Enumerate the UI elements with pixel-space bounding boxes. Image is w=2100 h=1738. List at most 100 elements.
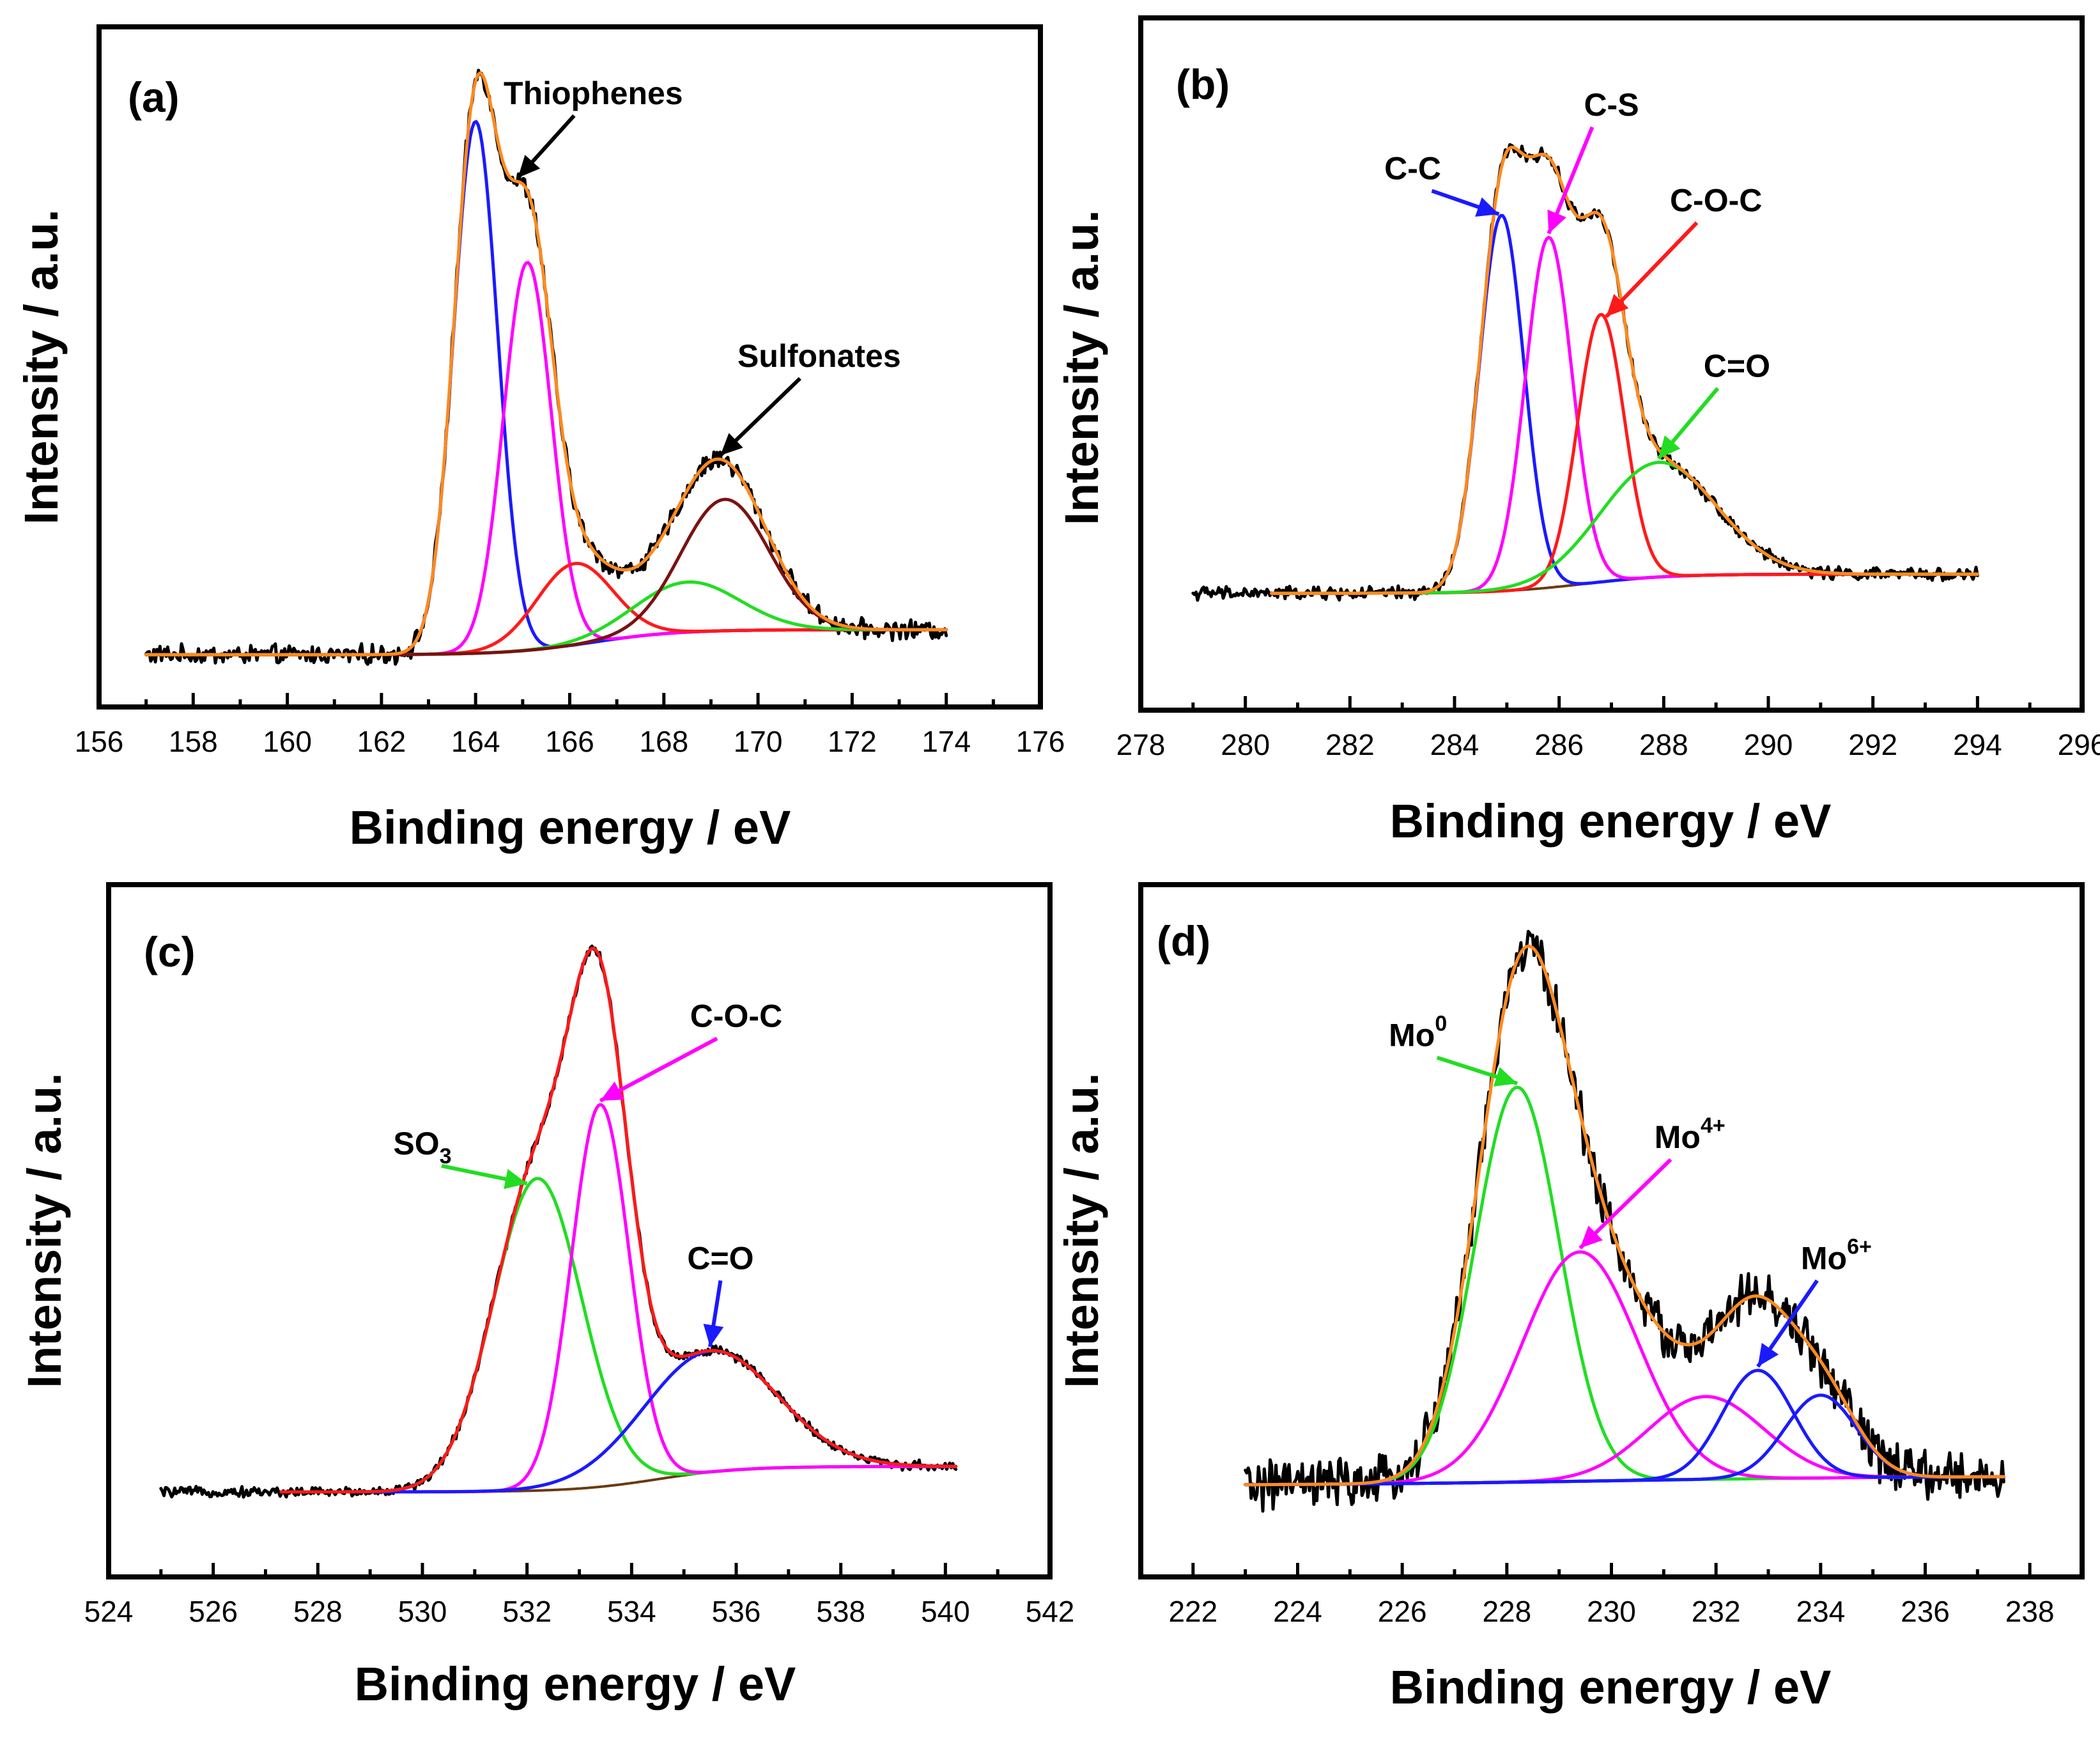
- panel-a-annotation-arrowhead: [720, 433, 743, 456]
- panel-d-x-tick-label: 228: [1482, 1595, 1531, 1628]
- panel-c-annotation-label: SO3: [393, 1126, 451, 1168]
- panel-b-x-tick-label: 294: [1953, 728, 2002, 761]
- panel-b-annotation-label: C-S: [1584, 87, 1639, 123]
- panel-a-component-component-5-line: [144, 497, 948, 656]
- panel-a-y-axis-label: Intensity / a.u.: [15, 209, 68, 524]
- panel-c-annotation-arrowhead: [600, 1082, 624, 1101]
- panel-c-annotation-arrowhead: [504, 1168, 527, 1190]
- panel-a-component-component-3-line: [144, 562, 948, 656]
- panel-d-x-axis-label: Binding energy / eV: [1390, 1661, 1832, 1714]
- panel-c-annotation-label: C=O: [687, 1240, 753, 1276]
- panel-c-x-tick-label: 536: [712, 1595, 761, 1628]
- panel-c-label: (c): [144, 928, 196, 975]
- panel-c-frame: [106, 882, 1053, 1579]
- panel-a-x-tick-label: 160: [263, 725, 312, 758]
- panel-c-component-so3-line: [279, 1177, 958, 1494]
- panel-d-x-tick-label: 238: [2005, 1595, 2055, 1628]
- panel-c-x-ticks: 524 526 528 530 532 534 536 538 540 542: [84, 1563, 1075, 1628]
- panel-d-x-tick-label: 224: [1273, 1595, 1322, 1628]
- panel-d-x-ticks: 222 224 226 228 230 232 234 236 238: [1168, 1563, 2055, 1628]
- panel-a-x-axis-label: Binding energy / eV: [350, 801, 791, 854]
- panel-a-annotation-thiophenes: Thiophenes: [504, 75, 683, 180]
- panel-b-y-axis-label: Intensity / a.u.: [1055, 210, 1108, 525]
- panel-a-x-ticks: 156 158 160 162 164 166 168 170 172 174 176: [75, 693, 1065, 758]
- panel-b-annotation-c-o: C=O: [1656, 348, 1770, 460]
- panel-c-x-tick-label: 532: [502, 1595, 552, 1628]
- panel-c-envelope-line: [279, 947, 958, 1494]
- panel-a-x-tick-label: 162: [357, 725, 406, 758]
- panel-c: (c) SO3 C-O-C C=O 524 526 528 530 532 534 536 538…: [18, 882, 1075, 1711]
- panel-a-plot: Thiophenes Sulfonates: [144, 68, 948, 666]
- panel-b-annotation-c-s: C-S: [1547, 87, 1639, 235]
- panel-d-annotation-mo4: Mo4+: [1579, 1113, 1726, 1250]
- panel-a-x-tick-label: 164: [451, 725, 500, 758]
- panel-a-annotation-arrowhead: [518, 155, 541, 178]
- panel-b-plot: C-C C-S C-O-C C=O: [1191, 87, 1979, 602]
- panel-d-annotation-arrowhead: [1493, 1067, 1518, 1087]
- panel-c-annotation-so3: SO3: [393, 1126, 528, 1190]
- panel-c-annotation-c-o: C=O: [687, 1240, 754, 1347]
- panel-b-x-tick-label: 288: [1639, 728, 1688, 761]
- panel-b-component-c-c-line: [1270, 213, 1979, 595]
- panel-b-annotation-label: C-O-C: [1670, 182, 1762, 218]
- panel-a-x-tick-label: 166: [545, 725, 594, 758]
- panel-a-envelope-line: [144, 71, 948, 656]
- panel-b: (b) C-C C-S C-O-C C=O 278 280 282 284 286 288 290…: [1055, 15, 2100, 848]
- panel-b-annotation-label: C-C: [1384, 151, 1441, 187]
- panel-a-component-component-2-line: [144, 261, 948, 656]
- panel-b-annotation-arrowhead: [1547, 209, 1566, 234]
- panel-c-annotation-c-o-c: C-O-C: [599, 998, 782, 1103]
- panel-a-x-tick-label: 176: [1016, 725, 1065, 758]
- panel-a-label: (a): [128, 74, 180, 121]
- panel-a-annotation-label: Thiophenes: [504, 75, 683, 111]
- panel-a-annotation-sulfonates: Sulfonates: [719, 338, 901, 457]
- panel-c-x-tick-label: 524: [84, 1595, 134, 1628]
- panel-d-annotation-label: Mo6+: [1801, 1234, 1872, 1276]
- panel-a-x-tick-label: 158: [169, 725, 218, 758]
- panel-c-x-tick-label: 528: [293, 1595, 343, 1628]
- panel-c-x-axis-label: Binding energy / eV: [355, 1657, 796, 1711]
- panel-a-x-tick-label: 156: [75, 725, 124, 758]
- panel-c-annotation-label: C-O-C: [690, 998, 782, 1034]
- panel-d-y-axis-label: Intensity / a.u.: [1055, 1073, 1108, 1388]
- panel-a-component-component-1-line: [144, 120, 948, 656]
- panel-b-x-tick-label: 282: [1325, 728, 1375, 761]
- panel-d-plot: Mo0 Mo4+ Mo6+: [1244, 929, 2005, 1513]
- panel-b-x-ticks: 278 280 282 284 286 288 290 292 294 296: [1116, 696, 2100, 761]
- panel-b-annotation-arrowhead: [1475, 197, 1499, 217]
- panel-d-annotation-arrowhead: [1757, 1342, 1779, 1367]
- panel-b-x-tick-label: 284: [1430, 728, 1479, 761]
- panel-d-experimental-line: [1244, 929, 2005, 1513]
- panel-a-x-tick-label: 170: [734, 725, 783, 758]
- panel-d: (d) Mo0 Mo4+ Mo6+ 222 224 226 228 230 232 234 236…: [1055, 882, 2085, 1714]
- panel-a-annotation-label: Sulfonates: [737, 338, 901, 374]
- panel-b-x-tick-label: 296: [2058, 728, 2100, 761]
- panel-d-annotation-label: Mo4+: [1655, 1113, 1726, 1155]
- panel-a-x-tick-label: 174: [922, 725, 971, 758]
- panel-d-envelope-line: [1244, 944, 2005, 1487]
- panel-c-y-axis-label: Intensity / a.u.: [18, 1073, 71, 1388]
- panel-d-component-mo0-line: [1244, 1085, 2005, 1487]
- panel-c-plot: SO3 C-O-C C=O: [159, 944, 958, 1499]
- panel-b-annotation-label: C=O: [1704, 348, 1770, 384]
- panel-c-experimental-line: [159, 944, 958, 1499]
- panel-b-annotation-c-c: C-C: [1384, 151, 1500, 217]
- panel-d-x-tick-label: 236: [1901, 1595, 1950, 1628]
- panel-b-annotation-c-o-c: C-O-C: [1605, 182, 1762, 318]
- panel-c-component-c-o-c-line: [279, 1103, 958, 1494]
- panel-b-label: (b): [1176, 61, 1230, 108]
- panel-d-x-tick-label: 226: [1378, 1595, 1427, 1628]
- panel-b-x-tick-label: 292: [1848, 728, 1897, 761]
- panel-b-component-c-o-c-line: [1270, 313, 1979, 595]
- panel-c-x-tick-label: 540: [921, 1595, 970, 1628]
- panel-a-x-tick-label: 168: [639, 725, 688, 758]
- panel-c-annotation-arrow: [599, 1037, 718, 1103]
- panel-c-component-c-o-line: [279, 1349, 958, 1494]
- panel-c-x-tick-label: 542: [1026, 1595, 1075, 1628]
- panel-b-annotation-arrowhead: [1658, 435, 1681, 459]
- panel-c-x-tick-label: 534: [607, 1595, 656, 1628]
- panel-d-x-tick-label: 222: [1168, 1595, 1217, 1628]
- panel-c-annotation-arrowhead: [703, 1323, 724, 1347]
- panel-b-x-tick-label: 280: [1221, 728, 1270, 761]
